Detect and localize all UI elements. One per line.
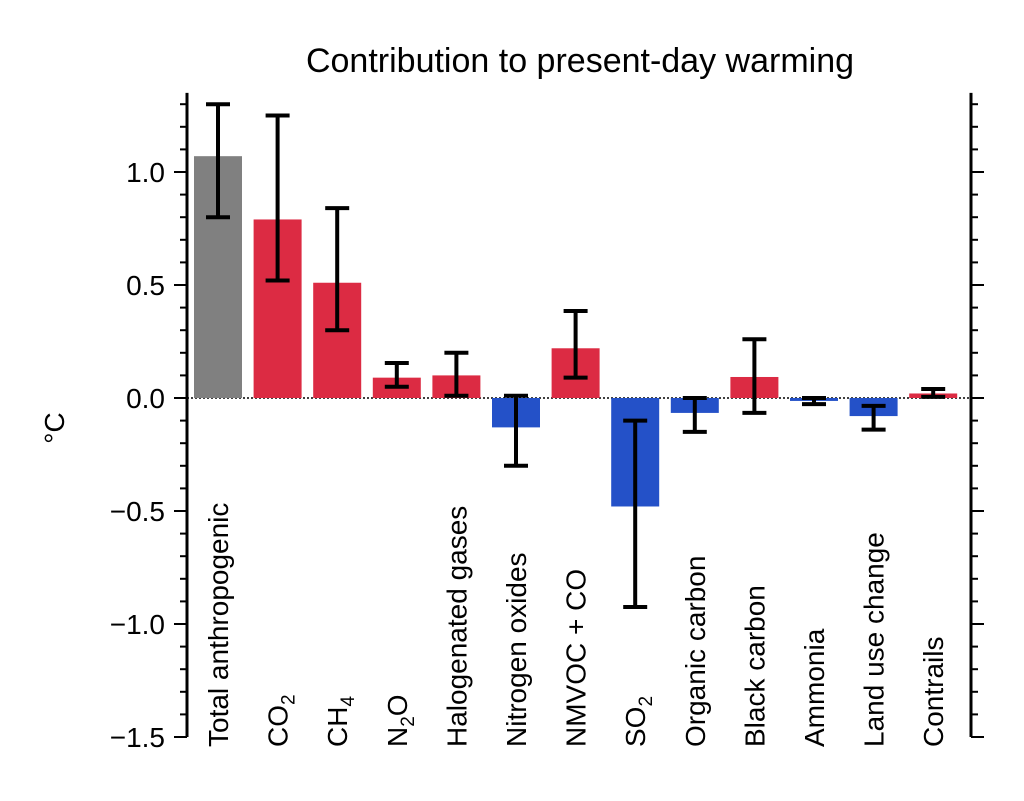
y-tick-label: 0.5 — [126, 270, 165, 301]
x-tick-label: NMVOC + CO — [561, 569, 592, 747]
x-tick-label: Land use change — [859, 532, 890, 747]
y-tick-label: 1.0 — [126, 157, 165, 188]
y-axis-label: °C — [39, 412, 70, 443]
y-tick-label: 0.0 — [126, 383, 165, 414]
x-tick-label: Total anthropogenic — [203, 503, 234, 747]
x-tick-label: Organic carbon — [680, 556, 711, 747]
x-tick-label: Contrails — [918, 637, 949, 747]
y-tick-label: −1.5 — [110, 722, 165, 753]
x-tick-label: N2O — [382, 694, 419, 747]
x-tick-label: SO2 — [620, 696, 657, 747]
x-tick-label: Ammonia — [799, 628, 830, 747]
x-tick-label: Halogenated gases — [441, 506, 472, 747]
y-tick-label: −0.5 — [110, 496, 165, 527]
chart-title: Contribution to present-day warming — [306, 42, 854, 80]
y-tick-label: −1.0 — [110, 609, 165, 640]
x-tick-label: Black carbon — [739, 585, 770, 747]
x-tick-label: Nitrogen oxides — [501, 552, 532, 747]
x-tick-label: CO2 — [263, 694, 300, 747]
x-tick-label: CH4 — [322, 696, 359, 747]
